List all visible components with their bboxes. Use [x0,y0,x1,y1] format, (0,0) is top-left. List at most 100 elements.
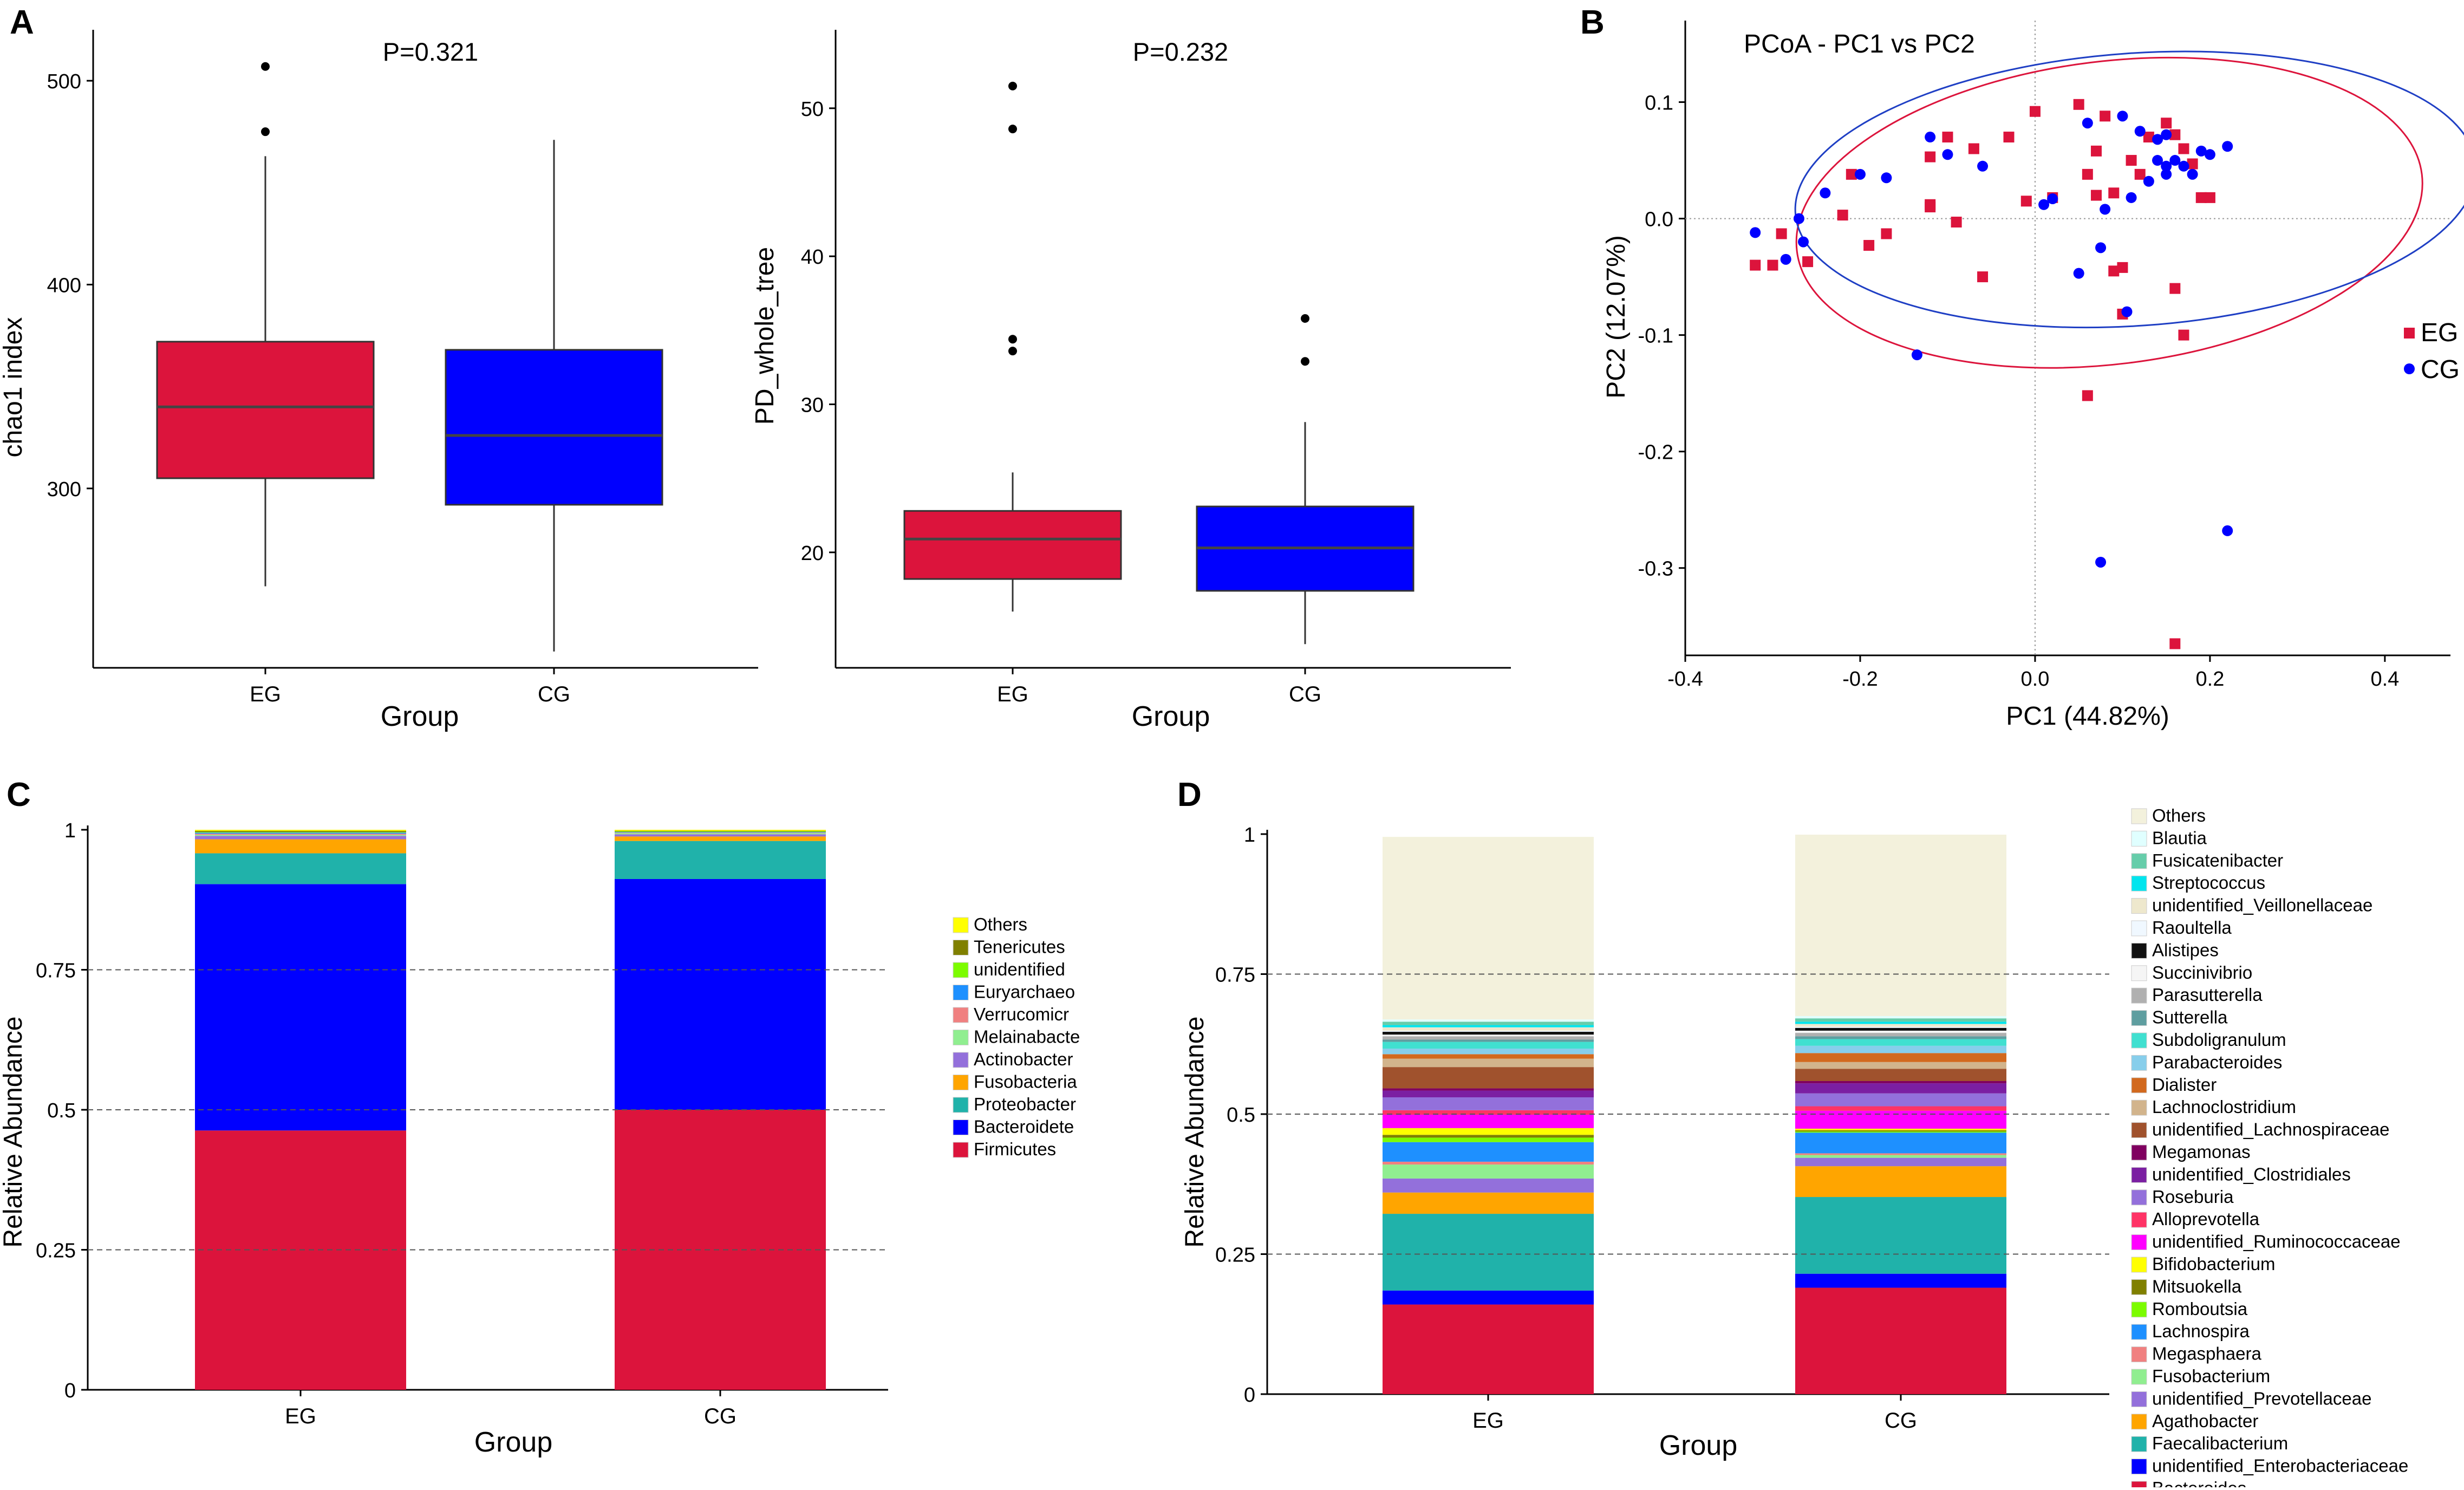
genus-legend-label: Dialister [2152,1075,2217,1095]
phylum-plot-area: 0 0.25 0.5 0.75 1 EG CG [36,819,888,1428]
phylum-legend-swatch [953,985,969,1000]
pd-outlier-point [1301,314,1309,323]
genus-bar-segment-alloprevotella-cg [1795,1106,2006,1111]
genus-y-tick-label: 0.5 [1227,1104,1255,1127]
phylum-bar-segment-fusobacteria-cg [615,836,826,841]
pd-y-tick-label: 50 [801,98,824,121]
genus-y-axis-label: Relative Abundance [1181,1017,1209,1248]
pcoa-point-cg [2178,160,2189,172]
chao1-y-tick-label: 400 [47,274,81,297]
chao1-y-axis-label: chao1 index [0,317,28,458]
panel-c-phylum: 0 0.25 0.5 0.75 1 EG CG Relative Abundance Gro… [0,819,1080,1458]
pcoa-x-tick-label: 0.4 [2370,668,2399,691]
pcoa-point-eg [2073,99,2084,110]
genus-legend-label: Alistipes [2152,940,2219,960]
panel-label-a: A [10,4,34,41]
genus-bar-segment-streptococcus-cg [1795,1021,2006,1024]
genus-bar-segment-blautia-eg [1383,1019,1594,1022]
genus-legend-swatch [2131,1122,2147,1138]
genus-legend-swatch [2131,1414,2147,1430]
genus-bar-segment-parasutterella-cg [1795,1033,2006,1037]
pcoa-point-cg [2073,268,2084,279]
phylum-legend-swatch [953,1007,969,1023]
pcoa-point-cg [2222,525,2233,536]
genus-legend-label: Succinivibrio [2152,962,2252,983]
genus-bar-segment-romboutsia-eg [1383,1137,1594,1142]
pcoa-point-eg [1977,271,1989,283]
genus-legend-swatch [2131,1055,2147,1071]
pcoa-y-tick-label: -0.2 [1638,441,1673,464]
phylum-y-tick-label: 0 [64,1380,76,1402]
phylum-legend-label: Euryarchaeo [974,982,1075,1002]
genus-bar-segment-others-cg [1795,835,2006,1017]
genus-legend-label: unidentified_Ruminococcaceae [2152,1232,2401,1252]
genus-bar-segment-streptococcus-eg [1383,1025,1594,1027]
phylum-legend-label: Proteobacter [974,1094,1076,1114]
genus-legend-label: Lachnospira [2152,1321,2250,1341]
genus-legend-label: Roseburia [2152,1187,2234,1207]
phylum-x-axis-label: Group [474,1427,553,1458]
genus-legend-swatch [2131,1459,2147,1475]
genus-legend-swatch [2131,875,2147,892]
pcoa-point-eg [2126,155,2137,166]
pcoa-point-cg [1854,168,1866,180]
chao1-x-axis-label: Group [381,701,459,732]
genus-bar-segment-raoultella-cg [1795,1026,2006,1028]
phylum-legend-swatch [953,1075,969,1090]
panel-a-chao1: 300 400 500 EG CG P=0.321 chao1 index Group [0,30,758,732]
pcoa-point-cg [2095,556,2107,568]
genus-legend-swatch [2131,1099,2147,1116]
genus-legend-swatch [2131,1032,2147,1049]
pcoa-point-eg [2204,192,2215,203]
genus-bar-segment-bacteroides-cg [1795,1287,2006,1394]
legend-cg-marker [2404,363,2415,374]
pd-x-tick-label: CG [1289,682,1321,706]
genus-legend-label: Megamonas [2152,1142,2251,1162]
phylum-legend-swatch [953,1120,969,1135]
pcoa-point-eg [1925,151,1936,162]
genus-legend-label: unidentified_Clostridiales [2152,1164,2351,1184]
genus-y-tick-label: 0 [1244,1384,1255,1407]
pcoa-point-cg [2161,160,2172,172]
pcoa-point-eg [2090,190,2102,201]
genus-bar-segment-megamonas-cg [1795,1081,2006,1084]
genus-legend-label: Subdoligranulum [2152,1030,2286,1050]
genus-bar-segment-agathobacter-cg [1795,1166,2006,1198]
genus-bar-segment-megamonas-eg [1383,1088,1594,1091]
pcoa-point-eg [2195,192,2207,203]
chao1-outlier-point [261,62,270,71]
genus-legend-swatch [2131,1302,2147,1318]
genus-bar-segment-megasphaera-cg [1795,1153,2006,1155]
genus-bar-segment-others-eg [1383,837,1594,1020]
pcoa-point-eg [2108,187,2120,199]
pcoa-point-cg [1750,227,1761,238]
legend-eg-marker [2404,328,2415,339]
genus-bar-segment-romboutsia-cg [1795,1131,2006,1133]
genus-bar-segment-unidentified-prevotellaceae-cg [1795,1157,2006,1167]
genus-bar-segment-fusicatenibacter-cg [1795,1018,2006,1022]
genus-bar-segment-faecalibacterium-cg [1795,1197,2006,1274]
phylum-legend-swatch [953,917,969,933]
chao1-plot-area: 300 400 500 EG CG [47,30,758,706]
genus-bar-segment-mitsuokella-eg [1383,1135,1594,1138]
genus-bar-segment-unidentified-lachnospiraceae-cg [1795,1069,2006,1081]
pcoa-x-tick-label: -0.4 [1667,668,1703,691]
phylum-legend-swatch [953,1052,969,1068]
genus-legend-swatch [2131,1010,2147,1026]
genus-bar-segment-bacteroides-eg [1383,1304,1594,1394]
phylum-y-axis-label: Relative Abundance [0,1017,28,1248]
pcoa-point-eg [2169,129,2181,140]
phylum-legend-label: Bacteroidete [974,1117,1074,1137]
pcoa-point-cg [2152,155,2163,166]
pcoa-point-cg [2152,134,2163,145]
pd-y-axis-label: PD_whole_tree [751,247,779,425]
genus-legend-swatch [2131,1369,2147,1385]
panel-d-genus: 0 0.25 0.5 0.75 1 EG CG Relative Abundance Gro… [1181,805,2408,1490]
genus-legend-swatch [2131,808,2147,824]
genus-x-tick-label: CG [1885,1409,1917,1433]
phylum-legend-swatch [953,1030,969,1045]
genus-bar-segment-unidentified-clostridiales-eg [1383,1090,1594,1097]
phylum-bar-segment-proteobacter-eg [195,853,406,884]
genus-legend-swatch [2131,853,2147,869]
